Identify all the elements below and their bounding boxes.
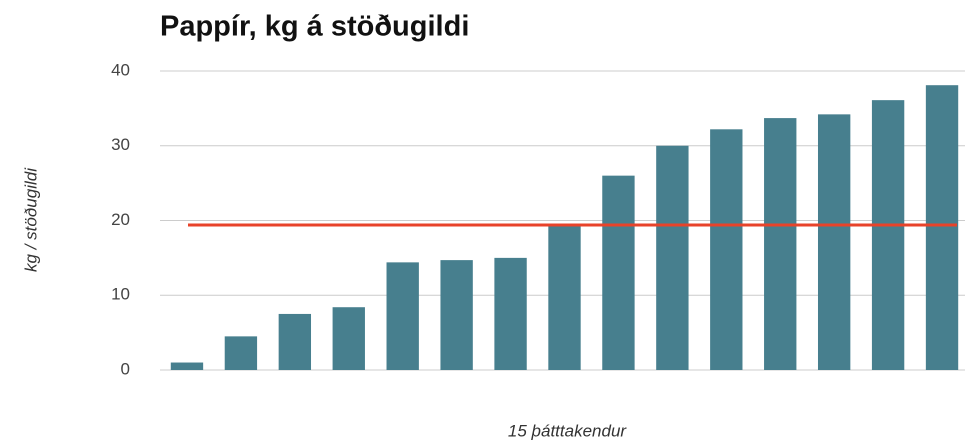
bar xyxy=(386,262,419,370)
chart-title: Pappír, kg á stöðugildi xyxy=(160,11,469,43)
bar xyxy=(710,129,743,370)
bar xyxy=(548,224,581,370)
x-axis-label: 15 þátttakendur xyxy=(508,421,627,440)
bar xyxy=(224,336,258,370)
bar xyxy=(440,260,473,370)
bar xyxy=(494,257,527,370)
bar xyxy=(817,114,851,370)
bar xyxy=(278,313,312,370)
bar xyxy=(764,118,797,370)
bar xyxy=(332,307,365,370)
y-tick-label: 40 xyxy=(111,60,130,79)
bar xyxy=(871,100,905,370)
bar xyxy=(656,145,689,370)
y-tick-label: 30 xyxy=(111,135,130,154)
y-tick-label: 0 xyxy=(121,359,130,378)
bar xyxy=(925,85,959,370)
bar xyxy=(602,175,635,370)
bar xyxy=(170,362,204,370)
y-axis-label: kg / stöðugildi xyxy=(21,167,40,272)
y-tick-label: 20 xyxy=(111,210,130,229)
y-tick-label: 10 xyxy=(111,285,130,304)
